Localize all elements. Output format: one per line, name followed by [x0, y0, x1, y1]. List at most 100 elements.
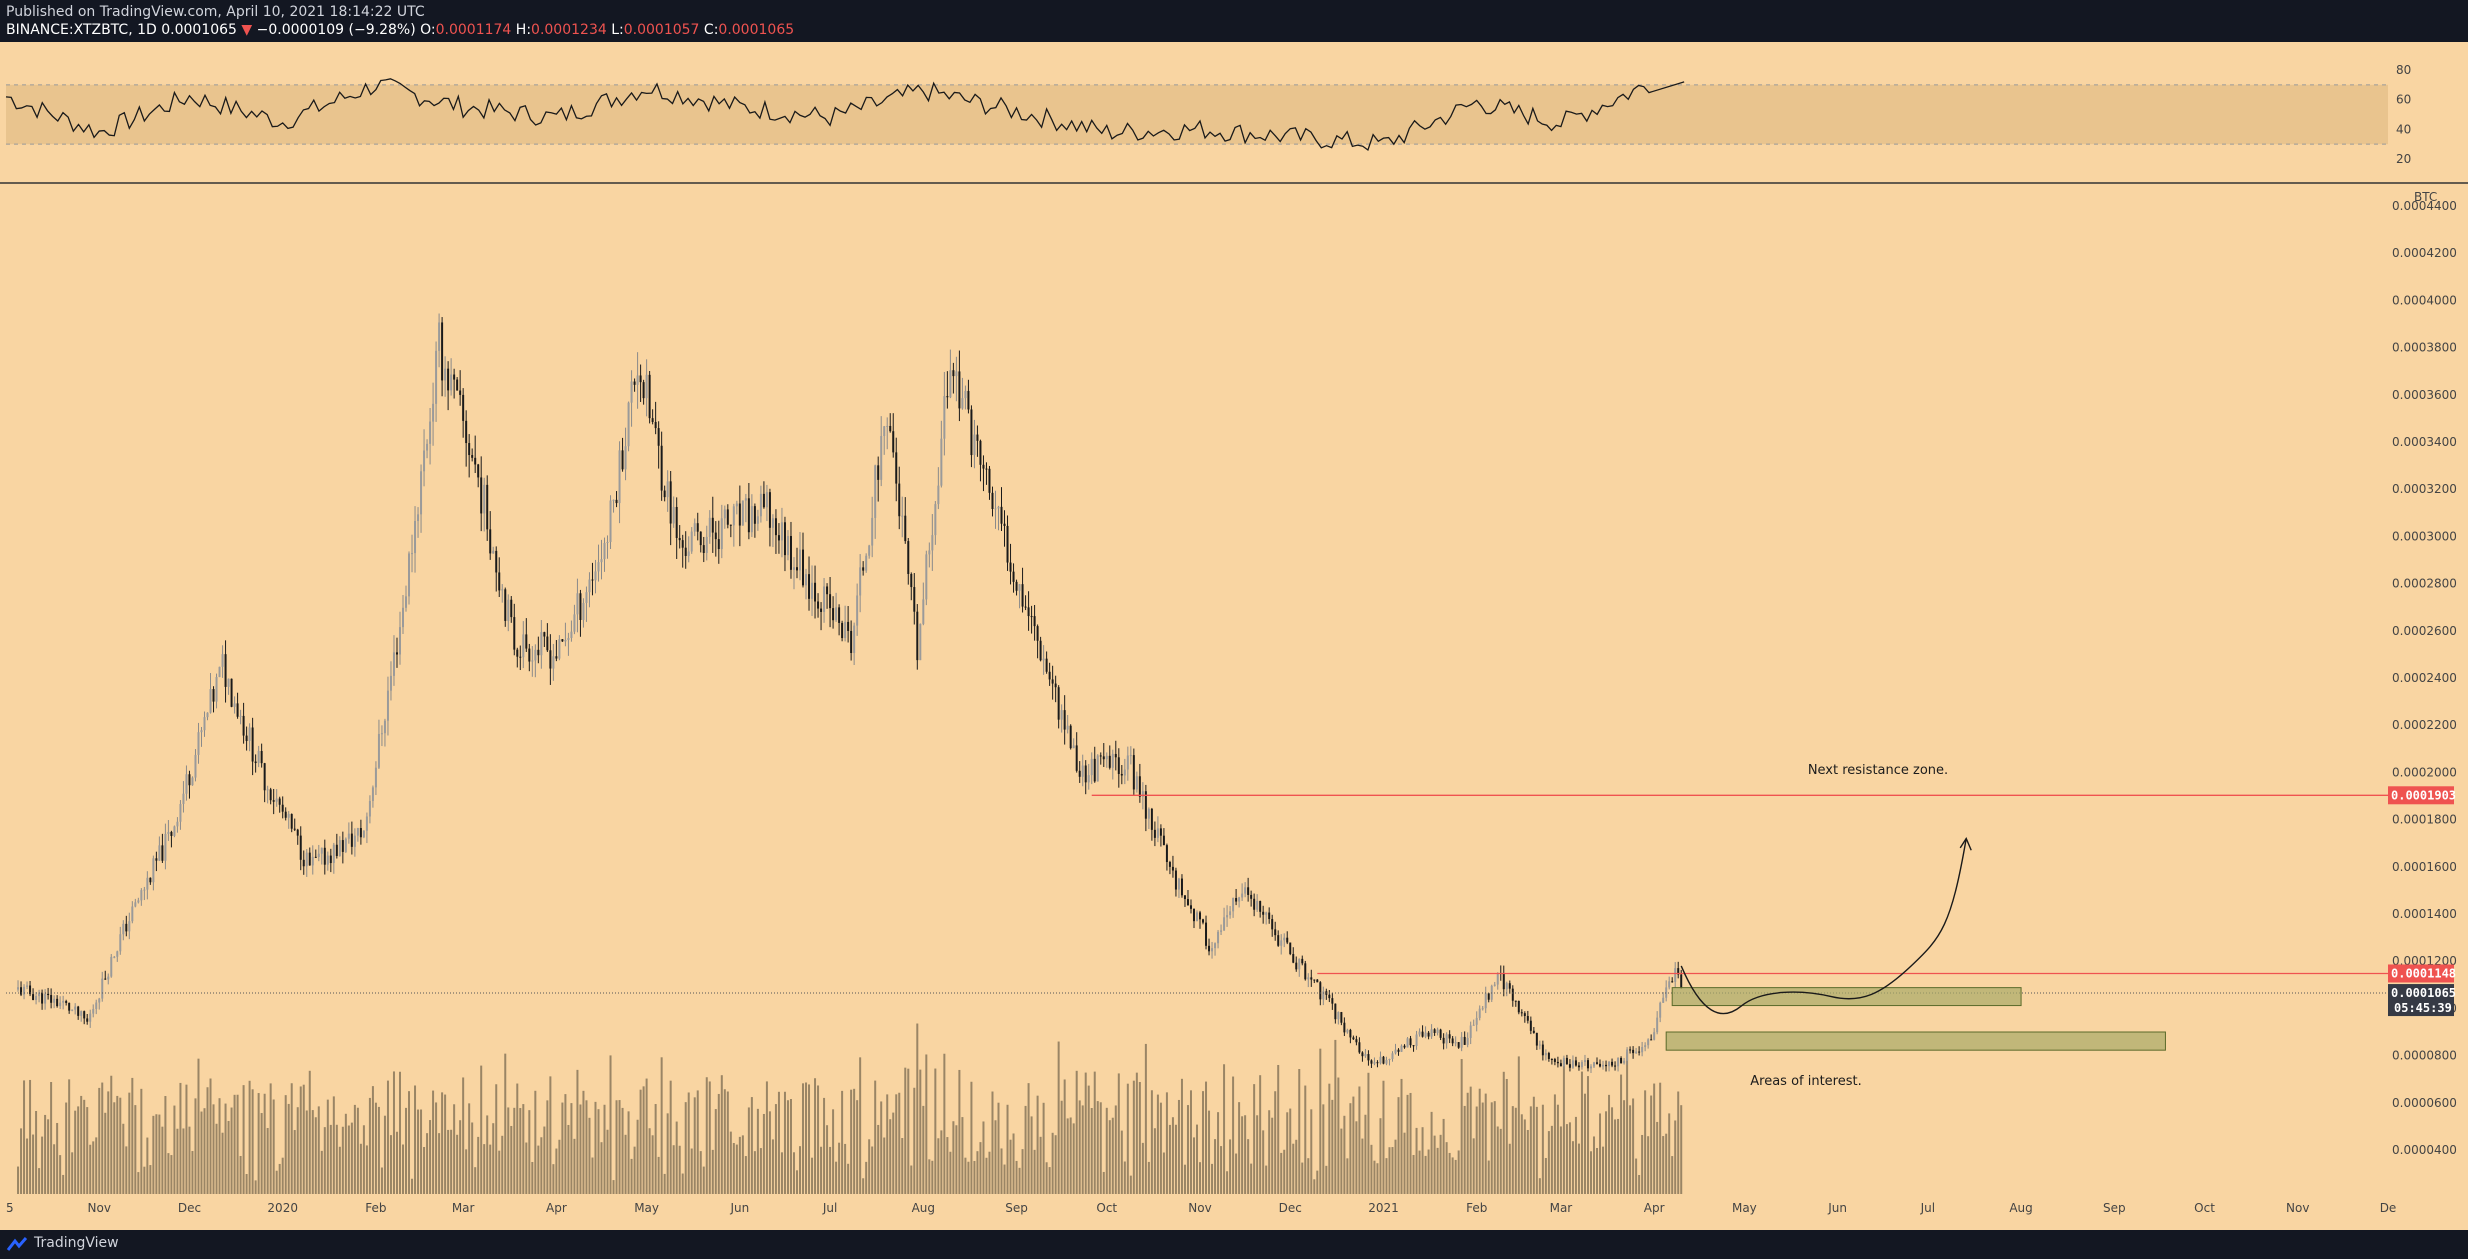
volume-bar — [1583, 1093, 1586, 1194]
candle-body — [1256, 901, 1259, 910]
volume-bar — [137, 1172, 140, 1194]
volume-bar — [1087, 1085, 1090, 1194]
candle-body — [1024, 606, 1027, 608]
volume-bar — [1192, 1137, 1195, 1194]
volume-bar — [874, 1080, 877, 1194]
candle-body — [558, 639, 561, 659]
volume-bar — [1674, 1120, 1677, 1194]
volume-bar — [576, 1069, 579, 1194]
candle-body — [1199, 912, 1202, 920]
candle-body — [1265, 912, 1268, 915]
volume-bar — [408, 1091, 411, 1194]
volume-bar — [762, 1113, 765, 1194]
volume-bar — [1123, 1161, 1126, 1194]
candle-body — [1162, 835, 1165, 846]
candle-body — [1229, 911, 1232, 916]
volume-bar — [1355, 1121, 1358, 1194]
candle-body — [278, 798, 281, 805]
volume-bar — [1286, 1112, 1289, 1194]
candle-body — [143, 889, 146, 891]
volume-bar — [546, 1100, 549, 1194]
volume-bar — [1433, 1135, 1436, 1194]
volume-bar — [1656, 1121, 1659, 1194]
volume-bar — [1580, 1071, 1583, 1194]
volume-bar — [663, 1173, 666, 1194]
areas-annotation[interactable]: Areas of interest. — [1750, 1074, 1862, 1089]
volume-bar — [528, 1110, 531, 1194]
volume-bar — [86, 1107, 89, 1194]
candle-body — [389, 675, 392, 691]
volume-bar — [414, 1085, 417, 1194]
volume-bar — [44, 1114, 47, 1194]
time-tick-label: Feb — [1466, 1201, 1487, 1215]
volume-bar — [678, 1145, 681, 1194]
volume-bar — [534, 1090, 537, 1194]
price-tick-label: 0.0002000 — [2392, 765, 2457, 779]
candle-body — [1244, 887, 1247, 894]
price-tick-label: 0.0003800 — [2392, 341, 2457, 355]
volume-bar — [1177, 1099, 1180, 1194]
candle-body — [1653, 1032, 1656, 1040]
volume-bar — [841, 1090, 844, 1194]
volume-bar — [871, 1146, 874, 1194]
candle-body — [230, 678, 233, 707]
candle-body — [185, 774, 188, 794]
time-tick-label: Sep — [2103, 1201, 2126, 1215]
candle-body — [750, 506, 753, 533]
candle-body — [979, 440, 982, 465]
candle-body — [1247, 887, 1250, 895]
footer-brand[interactable]: TradingView — [34, 1235, 119, 1251]
candle-body — [293, 828, 296, 830]
volume-bar — [465, 1149, 468, 1194]
candle-body — [344, 838, 347, 852]
volume-bar — [829, 1146, 832, 1194]
price-lines[interactable] — [6, 794, 2388, 994]
candle-body — [865, 555, 868, 571]
candle-body — [783, 522, 786, 556]
volume-bar — [729, 1131, 732, 1194]
volume-bar — [1463, 1105, 1466, 1194]
volume-bar — [432, 1090, 435, 1194]
volume-bar — [1102, 1171, 1105, 1194]
candle-body — [513, 617, 516, 650]
candle-body — [982, 464, 985, 469]
candle-body — [296, 829, 299, 836]
volume-bar — [1430, 1111, 1433, 1194]
volume-bar — [1361, 1138, 1364, 1194]
candle-body — [1571, 1060, 1574, 1068]
candle-body — [600, 559, 603, 563]
candle-body — [188, 774, 191, 786]
candle-body — [1677, 968, 1680, 975]
volume-bar — [188, 1126, 191, 1194]
candle-body — [1556, 1061, 1559, 1064]
volume-bar — [20, 1128, 23, 1194]
tradingview-logo-icon[interactable] — [6, 1236, 30, 1252]
candle-body — [1523, 1013, 1526, 1016]
candle-body — [603, 542, 606, 560]
time-tick-label: Apr — [1644, 1201, 1665, 1215]
volume-bar — [170, 1155, 173, 1194]
candle-body — [26, 985, 29, 987]
price-tick-label: 0.0004000 — [2392, 293, 2457, 307]
candle-body — [1117, 757, 1120, 774]
candle-body — [666, 481, 669, 498]
candle-body — [552, 656, 555, 669]
volume-bar — [287, 1103, 290, 1194]
resistance-annotation[interactable]: Next resistance zone. — [1808, 763, 1948, 778]
candle-body — [474, 457, 477, 465]
volume-bar — [1623, 1100, 1626, 1194]
volume-bar — [1343, 1115, 1346, 1194]
volume-bar — [254, 1180, 257, 1194]
zones[interactable] — [1665, 987, 2166, 1051]
candle-body — [1589, 1066, 1592, 1069]
rsi-panel: 80 60 40 20 — [5, 63, 2411, 166]
projection-path[interactable] — [1680, 836, 1972, 1015]
candle-body — [1361, 1052, 1364, 1057]
candle-body — [1099, 755, 1102, 757]
candle-body — [1331, 998, 1334, 1004]
candle-body — [353, 835, 356, 847]
time-tick-label: Mar — [452, 1201, 475, 1215]
time-axis[interactable]: 5 Nov Dec 2020 Feb Mar Apr May Jun Jul Aug Sep Oct No… — [6, 1201, 2396, 1215]
